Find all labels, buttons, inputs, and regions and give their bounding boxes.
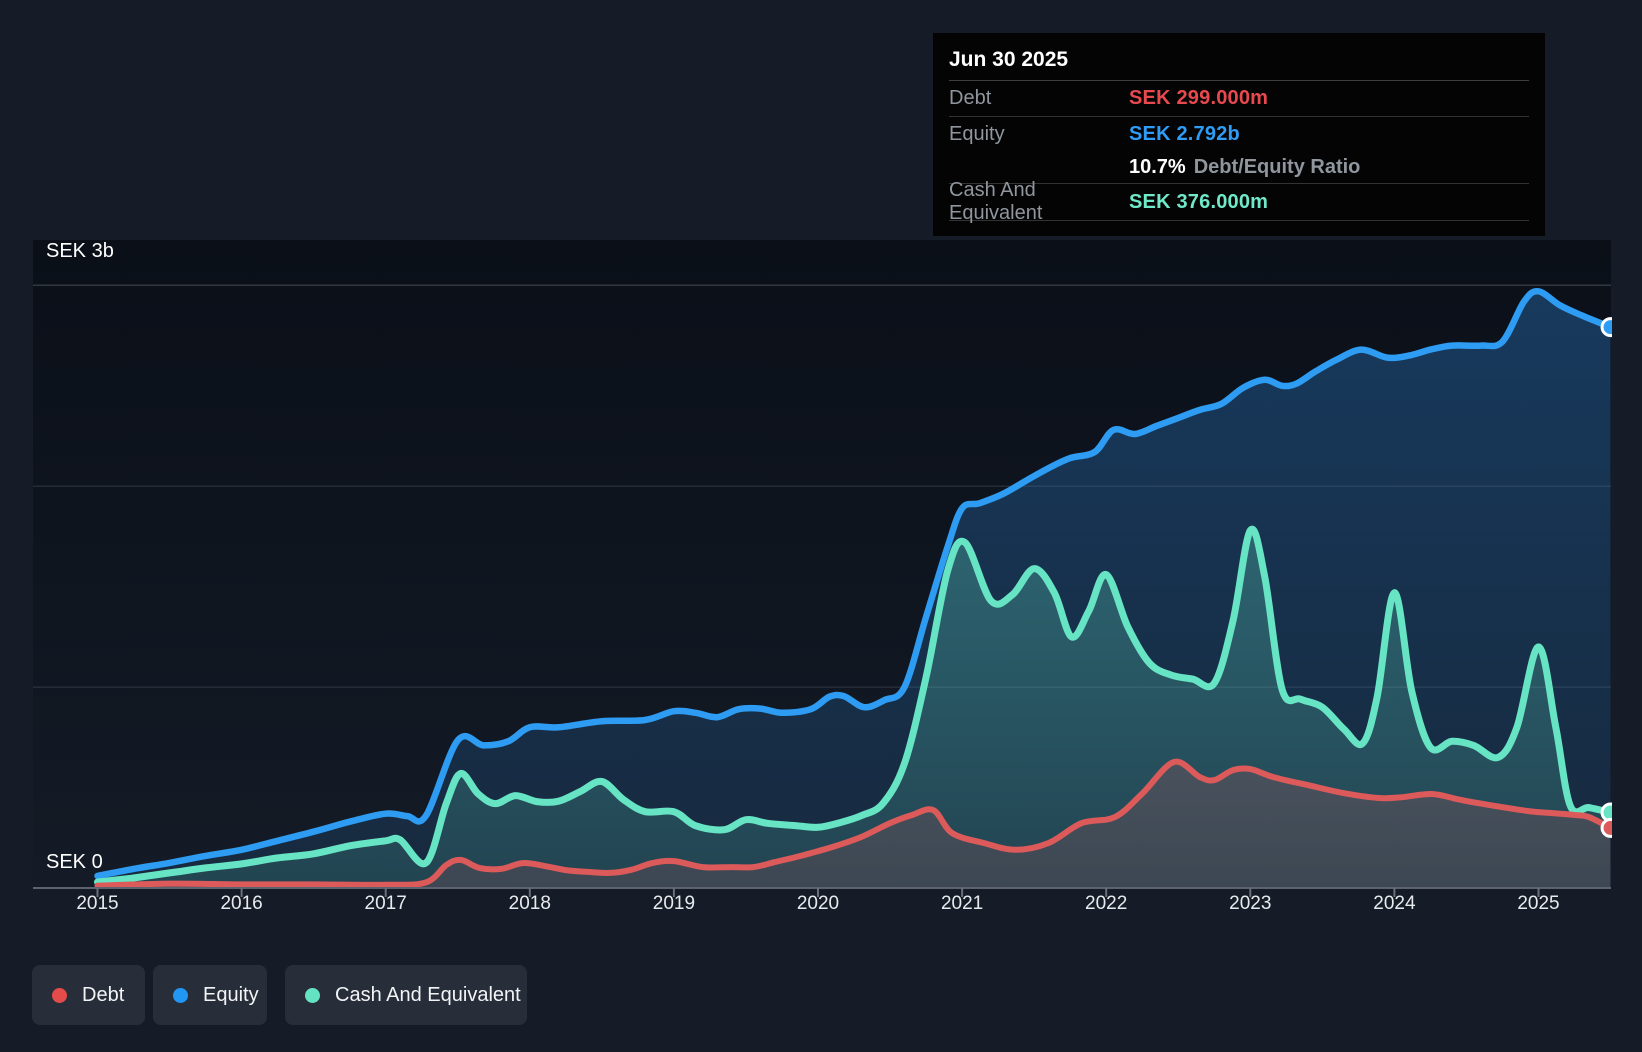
tooltip-cash-label: Cash And Equivalent <box>949 179 1129 225</box>
y-axis-label-0: SEK 0 <box>46 850 103 874</box>
ratio-value: 10.7% <box>1129 156 1186 179</box>
legend-chip-debt[interactable]: Debt <box>32 965 145 1025</box>
x-axis-label-2020: 2020 <box>797 893 839 915</box>
legend-equity-label: Equity <box>203 984 259 1007</box>
x-axis-label-2024: 2024 <box>1373 893 1415 915</box>
hover-tooltip: Jun 30 2025 Debt SEK 299.000m Equity SEK… <box>933 33 1545 236</box>
marker-equity <box>1602 319 1619 336</box>
tooltip-row-cash: Cash And Equivalent SEK 376.000m <box>949 184 1529 221</box>
tooltip-equity-value: SEK 2.792b <box>1129 123 1240 146</box>
x-axis-label-2015: 2015 <box>76 893 118 915</box>
x-axis-label-2019: 2019 <box>653 893 695 915</box>
x-axis-label-2016: 2016 <box>220 893 262 915</box>
legend-debt-label: Debt <box>82 984 124 1007</box>
x-axis-label-2017: 2017 <box>365 893 407 915</box>
legend-chip-equity[interactable]: Equity <box>153 965 267 1025</box>
y-axis-label-3b: SEK 3b <box>46 239 114 263</box>
x-axis-label-2018: 2018 <box>509 893 551 915</box>
x-axis-label-2023: 2023 <box>1229 893 1271 915</box>
ratio-label: Debt/Equity Ratio <box>1194 156 1361 179</box>
marker-debt <box>1602 819 1619 836</box>
tooltip-debt-value: SEK 299.000m <box>1129 87 1268 110</box>
x-axis-label-2022: 2022 <box>1085 893 1127 915</box>
legend-chip-cash[interactable]: Cash And Equivalent <box>285 965 527 1025</box>
legend-cash-label: Cash And Equivalent <box>335 984 521 1007</box>
tooltip-date: Jun 30 2025 <box>949 33 1529 81</box>
x-axis-label-2021: 2021 <box>941 893 983 915</box>
equity-dot-icon <box>173 988 188 1003</box>
tooltip-equity-label: Equity <box>949 123 1129 146</box>
debt-dot-icon <box>52 988 67 1003</box>
tooltip-row-equity: Equity SEK 2.792b <box>949 117 1529 151</box>
tooltip-row-debt: Debt SEK 299.000m <box>949 81 1529 117</box>
tooltip-debt-label: Debt <box>949 87 1129 110</box>
chart-root: SEK 3b SEK 0 2015 2016 2017 2018 2019 2020 202… <box>0 0 1642 1052</box>
cash-dot-icon <box>305 988 320 1003</box>
x-axis-label-2025: 2025 <box>1517 893 1559 915</box>
tooltip-cash-value: SEK 376.000m <box>1129 191 1268 214</box>
